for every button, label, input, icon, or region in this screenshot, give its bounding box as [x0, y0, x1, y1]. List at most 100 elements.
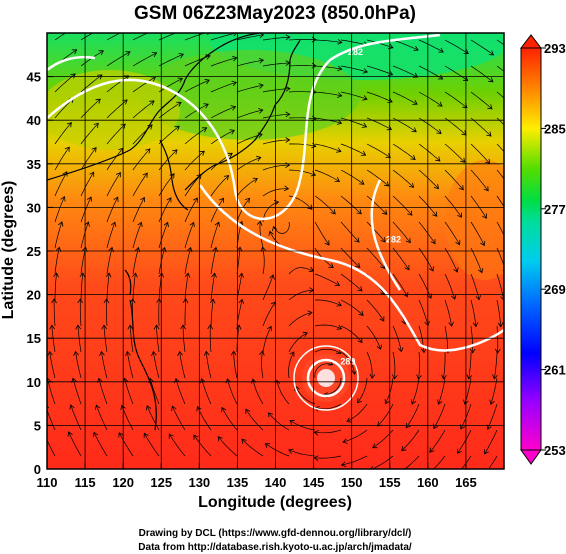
streamline	[314, 39, 342, 43]
streamline-arrow	[192, 197, 198, 203]
streamline	[54, 33, 67, 41]
streamline-arrow	[359, 179, 365, 185]
streamline	[340, 91, 368, 100]
streamline	[126, 351, 134, 379]
streamline-arrow	[166, 197, 172, 203]
streamline	[80, 74, 103, 93]
streamline-arrow	[401, 445, 407, 452]
streamline-arrow	[201, 127, 208, 133]
streamline	[106, 298, 108, 327]
streamline-arrow	[488, 77, 494, 83]
streamline-arrow	[105, 272, 112, 278]
colorbar-max-arrow	[519, 34, 543, 49]
streamline-arrow	[397, 347, 404, 353]
streamline	[221, 407, 238, 431]
streamline	[236, 59, 264, 67]
streamline-arrow	[448, 321, 454, 327]
streamline	[106, 123, 126, 145]
streamline-arrow	[176, 101, 182, 107]
streamline-arrow	[458, 185, 464, 191]
streamline	[496, 39, 504, 46]
streamline	[470, 221, 485, 246]
streamline-arrow	[285, 137, 291, 143]
streamline	[444, 143, 466, 163]
streamline	[210, 106, 236, 119]
streamline-arrow	[429, 447, 435, 453]
streamline-arrow	[438, 47, 444, 53]
streamline	[132, 273, 136, 301]
streamline-arrow	[354, 237, 360, 243]
streamline	[106, 51, 131, 67]
streamline-arrow	[189, 221, 195, 228]
streamline	[470, 143, 490, 164]
streamline-arrow	[258, 57, 265, 64]
streamline-arrow	[204, 78, 210, 85]
streamline	[401, 429, 420, 451]
streamline	[80, 221, 89, 249]
streamline	[470, 65, 494, 83]
streamline	[268, 412, 290, 431]
streamline	[158, 53, 184, 67]
streamline	[158, 102, 182, 119]
streamline	[289, 420, 316, 431]
streamline-arrow	[203, 103, 209, 109]
streamline-arrow	[93, 122, 99, 128]
streamline-arrow	[356, 398, 363, 404]
streamline	[288, 312, 312, 327]
x-tick-label: 165	[455, 475, 477, 490]
streamline	[175, 378, 186, 405]
streamline-arrow	[158, 272, 165, 278]
japan-main-island	[184, 104, 276, 191]
streamline-arrow	[126, 27, 131, 32]
colorbar-tick-label: 253	[544, 443, 566, 458]
streamline-arrow	[258, 108, 264, 114]
streamline	[377, 403, 394, 427]
streamline	[262, 113, 290, 119]
streamline-arrow	[182, 298, 189, 304]
streamline	[233, 351, 238, 379]
streamline-arrow	[163, 221, 169, 228]
streamline-arrow	[342, 438, 348, 444]
streamline	[470, 299, 477, 327]
streamline-arrow	[307, 204, 313, 210]
streamline-arrow	[214, 221, 220, 227]
typhoon-contour-inner	[306, 358, 346, 398]
cool-air-region	[140, 50, 360, 140]
streamline-arrow	[211, 272, 217, 278]
streamline	[496, 247, 504, 267]
streamline	[262, 36, 290, 41]
contour-line-nw	[47, 55, 96, 71]
streamline	[340, 169, 365, 185]
streamline-arrow	[97, 377, 103, 383]
streamline	[184, 79, 210, 93]
streamline	[418, 39, 444, 53]
streamline-arrow	[289, 351, 295, 357]
streamline	[132, 100, 155, 119]
streamline	[405, 403, 420, 428]
streamline-arrow	[244, 197, 251, 204]
streamline-arrow	[289, 419, 295, 425]
streamline	[262, 301, 276, 327]
streamline	[496, 273, 504, 301]
streamline	[496, 195, 504, 208]
streamline	[210, 273, 216, 301]
x-tick-label: 130	[188, 475, 210, 490]
streamline	[171, 406, 186, 431]
streamline	[288, 267, 314, 275]
streamline-arrow	[403, 291, 409, 298]
colorbar-tick-label: 261	[544, 363, 566, 378]
streamline-arrow	[231, 80, 237, 87]
streamline-arrow	[436, 128, 442, 134]
streamline	[340, 39, 368, 46]
streamline-arrow	[58, 221, 64, 227]
streamline-arrow	[462, 76, 469, 82]
streamline	[54, 146, 70, 171]
streamline	[54, 196, 65, 223]
streamline	[314, 299, 342, 306]
streamline-arrow	[71, 377, 77, 383]
streamline	[433, 403, 446, 429]
streamline	[288, 117, 316, 120]
streamline	[392, 351, 396, 379]
streamline	[392, 221, 411, 243]
streamline-arrow	[217, 436, 223, 442]
